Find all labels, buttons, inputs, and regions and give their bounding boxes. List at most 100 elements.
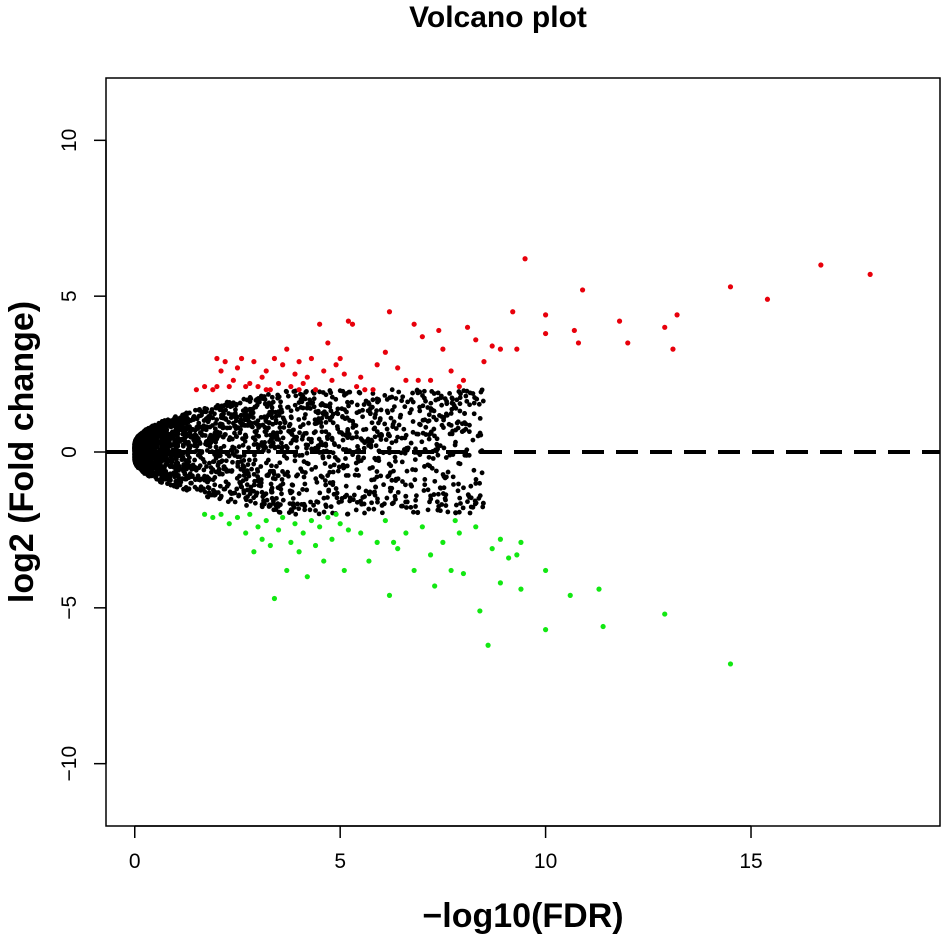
gene-point-ns [303,389,309,395]
gene-point-ns [398,412,404,418]
gene-point-down [427,552,434,558]
gene-point-ns [205,485,211,490]
gene-point-ns [188,480,194,486]
gene-point-ns [212,426,218,432]
gene-point-ns [340,437,346,443]
gene-point-ns [224,399,230,405]
gene-point-ns [306,420,311,426]
gene-point-ns [147,444,153,450]
gene-point-ns [252,500,258,506]
gene-point-ns [210,477,216,483]
gene-point-ns [269,415,275,421]
gene-point-ns [267,409,273,415]
gene-point-ns [204,406,210,412]
gene-point-ns [435,507,441,513]
gene-point-ns [304,405,310,411]
gene-point-ns [330,469,336,475]
gene-point-ns [346,389,352,395]
gene-point-ns [236,493,241,499]
gene-point-ns [172,474,177,480]
gene-point-ns [463,393,469,399]
gene-point-ns [432,433,437,439]
gene-point-ns [420,403,426,409]
gene-point-ns [263,460,269,466]
gene-point-ns [435,443,441,449]
gene-point-ns [292,402,298,408]
gene-point-ns [217,483,223,489]
gene-point-up [226,383,232,390]
gene-point-ns [254,428,259,434]
gene-point-ns [157,440,163,446]
gene-point-ns [422,417,428,423]
gene-point-ns [299,452,305,458]
gene-point-up [625,340,631,346]
gene-point-down [382,517,388,524]
gene-point-ns [374,396,380,402]
gene-point-ns [296,417,302,422]
gene-point-ns [413,497,419,503]
gene-point-ns [168,472,174,477]
gene-point-ns [457,461,463,467]
gene-point-ns [243,495,249,501]
gene-point-ns [400,394,406,400]
gene-point-down [226,521,232,527]
gene-point-ns [323,482,329,488]
gene-point-down [259,536,265,542]
gene-point-ns [186,455,192,461]
gene-point-ns [165,481,170,487]
gene-point-ns [277,404,283,409]
gene-point-ns [413,504,418,509]
gene-point-up [415,377,421,383]
gene-point-ns [251,442,257,447]
gene-point-ns [187,465,193,470]
gene-point-ns [231,400,236,406]
gene-point-ns [371,490,377,495]
gene-point-ns [171,433,177,439]
gene-point-ns [187,471,193,477]
gene-point-up [867,271,873,277]
gene-point-ns [325,495,330,500]
gene-point-ns [470,391,476,396]
gene-point-ns [384,397,390,402]
gene-point-down [292,521,298,527]
gene-point-ns [192,477,198,483]
gene-point-ns [244,487,250,493]
gene-point-ns [419,439,425,445]
gene-point-ns [200,456,206,462]
gene-point-up [497,346,504,352]
gene-point-ns [193,407,198,413]
gene-point-ns [449,406,455,412]
gene-point-down [202,511,208,517]
gene-point-ns [138,466,144,471]
gene-point-ns [159,473,165,479]
gene-point-ns [251,461,257,467]
gene-point-ns [466,452,472,458]
gene-point-ns [294,445,300,450]
gene-point-ns [186,459,192,465]
gene-point-ns [473,477,479,482]
gene-point-ns [335,411,341,417]
gene-point-up [296,387,302,393]
gene-point-ns [132,458,138,464]
gene-point-ns [343,483,349,489]
gene-point-ns [431,414,437,420]
gene-point-ns [262,397,268,402]
gene-point-ns [411,509,416,515]
gene-point-ns [467,510,473,516]
gene-point-ns [334,495,340,501]
gene-point-ns [255,445,261,451]
gene-point-ns [404,499,410,505]
gene-point-ns [457,408,463,414]
gene-point-ns [278,429,283,435]
gene-point-ns [234,475,240,481]
gene-point-ns [195,473,201,479]
gene-point-ns [149,469,155,475]
gene-point-ns [428,493,433,499]
chart-title: Volcano plot [409,1,587,34]
gene-point-ns [289,482,295,488]
gene-point-down [271,595,278,602]
gene-point-ns [292,458,298,464]
gene-point-up [481,359,487,365]
gene-point-ns [204,424,210,430]
gene-point-ns [212,430,218,436]
